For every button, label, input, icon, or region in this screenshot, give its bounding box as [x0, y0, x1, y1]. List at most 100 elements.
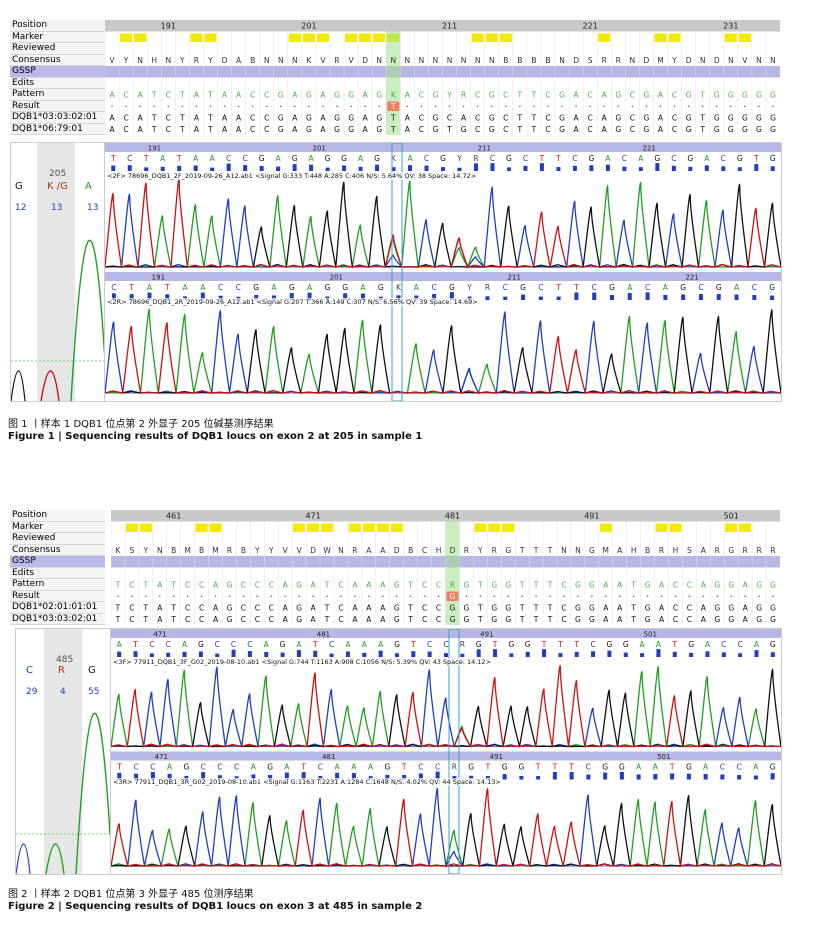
- base-letter: C: [687, 581, 692, 590]
- label-reviewed: Reviewed: [10, 533, 105, 545]
- position-tick: 231: [723, 22, 738, 31]
- base-letter: A: [292, 125, 298, 134]
- base-letter: G: [227, 604, 233, 613]
- result-dot: [214, 595, 217, 598]
- base-letter: V: [320, 56, 326, 65]
- base-letter: C: [545, 114, 550, 123]
- qv-bar: [182, 651, 187, 657]
- base-letter: D: [362, 56, 368, 65]
- marker-cell: [725, 523, 738, 532]
- label-allele-1: DQB1*02:01:01:01: [10, 602, 105, 614]
- row-labels-2: Position Marker Reviewed Consensus GSSP …: [10, 510, 105, 625]
- qv-bar: [698, 293, 703, 300]
- base-letter: A: [109, 91, 115, 100]
- trace-base: T: [164, 283, 170, 292]
- base-letter: N: [390, 56, 396, 65]
- base-letter: T: [446, 125, 452, 134]
- trace-base: A: [640, 640, 646, 649]
- result-dot: [603, 105, 606, 108]
- trace-base: C: [752, 283, 757, 292]
- qv-bar: [408, 165, 413, 171]
- base-letter: G: [728, 604, 734, 613]
- trace-base: Y: [466, 283, 472, 292]
- trace-base: G: [716, 283, 722, 292]
- trace-base: A: [358, 154, 364, 163]
- qv-bar: [476, 649, 481, 657]
- trace-base: C: [738, 640, 743, 649]
- base-letter: T: [519, 615, 525, 624]
- qv-bar: [485, 776, 490, 780]
- base-letter: G: [376, 91, 382, 100]
- base-letter: M: [184, 546, 190, 555]
- base-letter: G: [559, 114, 565, 123]
- base-letter: G: [491, 615, 497, 624]
- marker-cell: [345, 33, 358, 42]
- trace-base: C: [166, 640, 171, 649]
- base-letter: G: [742, 114, 748, 123]
- chromatogram-1: 191 201 211 221 T C T A T A A C C G A G A G G A G K A C G Y R C G C T T…: [105, 143, 781, 401]
- left-peak-chart-1: [11, 239, 105, 401]
- result-dot: [145, 595, 147, 598]
- marker-cell: [499, 33, 512, 42]
- base-letter: T: [324, 581, 330, 590]
- base-letter: D: [714, 56, 720, 65]
- qv-bar: [670, 773, 675, 780]
- trace-base: G: [737, 154, 743, 163]
- qv-bar: [307, 292, 312, 300]
- base-letter: C: [269, 581, 274, 590]
- trace-base: C: [586, 763, 591, 772]
- base-letter: A: [602, 125, 608, 134]
- base-letter: A: [222, 125, 228, 134]
- base-letter: C: [250, 114, 255, 123]
- result-dot: [381, 595, 384, 598]
- trace-base: T: [753, 154, 759, 163]
- trace-scale-tick: 221: [685, 274, 698, 282]
- base-letter: A: [157, 615, 163, 624]
- result-dot: [702, 595, 705, 598]
- trace-base: A: [414, 283, 420, 292]
- base-letter: T: [390, 125, 396, 134]
- peak-mid: [45, 843, 65, 874]
- base-letter: T: [143, 615, 149, 624]
- trace-base: G: [342, 283, 348, 292]
- base-letter: A: [213, 604, 219, 613]
- trace-base: T: [312, 640, 318, 649]
- base-letter: A: [743, 581, 749, 590]
- cursor-box: [448, 629, 460, 874]
- trace-base: T: [555, 283, 561, 292]
- base-letter: G: [505, 604, 511, 613]
- base-letter: G: [575, 581, 581, 590]
- trace-C: [111, 787, 781, 869]
- qv-bar: [521, 294, 526, 300]
- position-number: 205: [49, 169, 67, 179]
- result-dot: [660, 595, 663, 598]
- base-letter: D: [310, 546, 316, 555]
- base-letter: C: [588, 91, 593, 100]
- trace-base: A: [378, 640, 384, 649]
- base-letter: C: [630, 91, 635, 100]
- base-letter: C: [475, 91, 480, 100]
- qv-bar: [301, 772, 306, 780]
- marker-cell: [190, 33, 203, 42]
- row-labels-1: Position Marker Reviewed Consensus GSSP …: [10, 20, 105, 135]
- base-letter: A: [320, 91, 326, 100]
- trace-base: A: [368, 763, 374, 772]
- base-letter: G: [348, 114, 354, 123]
- base-letter: C: [129, 615, 134, 624]
- qv-bar: [619, 771, 624, 780]
- base-letter: C: [422, 546, 427, 555]
- base-letter: G: [756, 604, 762, 613]
- trace-base: C: [431, 283, 436, 292]
- result-dot: [378, 105, 381, 108]
- base-letter: A: [320, 125, 326, 134]
- result-cell: [446, 591, 459, 601]
- qv-bar: [627, 293, 632, 300]
- marker-cell: [376, 523, 389, 532]
- qv-bar: [435, 771, 440, 780]
- result-dot: [256, 595, 259, 598]
- qv-bar: [656, 649, 661, 657]
- base-letter: C: [545, 91, 550, 100]
- marker-cell: [321, 523, 333, 532]
- base-letter: A: [574, 91, 580, 100]
- base-letter: G: [296, 615, 302, 624]
